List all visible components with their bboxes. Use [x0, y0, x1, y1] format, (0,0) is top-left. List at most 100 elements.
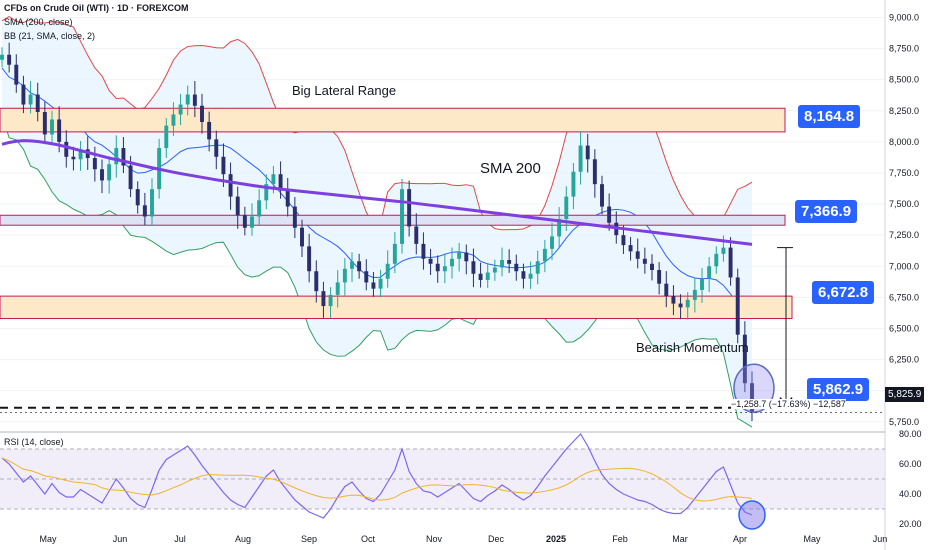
measure-readout: −1,258.7 (−17.63%) −12,587 [731, 399, 846, 409]
candle-body [114, 148, 119, 165]
candle-body [750, 383, 754, 412]
momentum-annotation: Bearish Momentum [636, 340, 749, 355]
price-tick-label: 7,500.0 [889, 199, 919, 209]
candle-body [242, 215, 247, 228]
price-tag-5862[interactable]: 5,862.9 [807, 378, 870, 401]
candle-body [542, 248, 547, 262]
candle-body [528, 273, 533, 279]
candle-body [642, 258, 647, 264]
candle-body [314, 271, 319, 292]
candle-body [42, 111, 47, 135]
candle-body [464, 252, 469, 262]
candle-body [600, 184, 604, 207]
rsi-tick-label: 20.00 [899, 519, 922, 529]
candle-body [342, 268, 347, 283]
bb-legend[interactable]: BB (21, SMA, close, 2) [4, 31, 96, 41]
candle-body [350, 261, 354, 269]
candle-body [607, 206, 612, 223]
candle-body [164, 125, 169, 149]
time-tick-label: May [39, 534, 57, 544]
candle-body [235, 196, 240, 216]
candle-body [428, 258, 433, 264]
candle-body [50, 119, 54, 135]
price-tick-label: 8,500.0 [889, 75, 919, 85]
rsi-line [1, 433, 753, 519]
time-tick-label: Mar [672, 534, 688, 544]
candle-body [28, 94, 33, 105]
candle-body [250, 216, 254, 228]
candle-body [142, 205, 147, 217]
time-tick-label: Oct [361, 534, 376, 544]
candle-body [335, 282, 340, 295]
price-tick-label: 7,250.0 [889, 230, 919, 240]
candle-body [550, 236, 554, 249]
time-tick-label: Dec [488, 534, 505, 544]
candle-body [178, 104, 183, 115]
candle-body [57, 119, 62, 142]
candle-body [371, 282, 376, 289]
candle-body [635, 251, 640, 259]
candle-body [64, 141, 69, 157]
candle-body [457, 252, 462, 259]
candle-body [135, 189, 140, 206]
candle-body [507, 260, 512, 264]
candle-body [621, 235, 626, 246]
candle-body [7, 54, 12, 65]
candle-body [485, 272, 490, 280]
candle-body [421, 243, 426, 259]
candle-body [728, 247, 733, 278]
price-tag-7366[interactable]: 7,366.9 [795, 200, 858, 223]
candle-body [0, 54, 4, 60]
candle-body [271, 174, 276, 185]
price-tick-label: 6,500.0 [889, 323, 919, 333]
candle-body [478, 273, 483, 280]
price-tag-6672[interactable]: 6,672.8 [812, 281, 875, 304]
candle-body [735, 277, 740, 335]
range-annotation: Big Lateral Range [292, 83, 397, 98]
candle-body [700, 278, 704, 290]
rsi-tick-label: 60.00 [899, 459, 922, 469]
candle-body [207, 121, 212, 140]
candle-body [492, 267, 497, 273]
rsi-tick-label: 80.00 [899, 429, 922, 439]
price-tick-label: 8,000.0 [889, 137, 919, 147]
time-tick-label: 2025 [546, 534, 566, 544]
price-tick-label: 5,750.0 [889, 417, 919, 427]
chart-title: CFDs on Crude Oil (WTI) · 1D · FOREXCOM [4, 3, 189, 13]
candle-body [442, 266, 447, 272]
candle-body [521, 271, 526, 279]
time-tick-label: May [803, 534, 821, 544]
zone-7366 [0, 214, 786, 226]
time-tick-label: Nov [426, 534, 443, 544]
price-tick-label: 8,750.0 [889, 44, 919, 54]
candle-body [471, 261, 476, 274]
candle-body [592, 159, 597, 185]
candle-body [92, 158, 97, 170]
candle-body [500, 260, 504, 268]
candle-body [357, 261, 362, 272]
candle-body [185, 94, 190, 105]
candle-body [307, 246, 312, 272]
candle-body [35, 94, 40, 112]
time-tick-label: Aug [235, 534, 251, 544]
rsi-legend[interactable]: RSI (14, close) [4, 437, 64, 447]
sma200-line [1, 139, 753, 246]
price-tag-8164[interactable]: 8,164.8 [798, 105, 861, 128]
candle-body [535, 261, 540, 274]
candle-body [385, 263, 390, 279]
candle-body [214, 139, 219, 157]
candle-body [628, 245, 633, 252]
candle-body [78, 149, 83, 160]
candle-body [300, 227, 304, 247]
time-tick-label: Jun [113, 534, 128, 544]
candle-body [514, 263, 519, 272]
candle-body [14, 64, 19, 85]
time-tick-label: Sep [301, 534, 317, 544]
candle-body [278, 174, 283, 190]
zone-big-lateral-range [0, 107, 786, 133]
zone-6672 [0, 295, 793, 320]
sma-legend[interactable]: SMA (200, close) [4, 17, 73, 27]
candle-body [192, 94, 197, 106]
candle-body [407, 189, 412, 227]
